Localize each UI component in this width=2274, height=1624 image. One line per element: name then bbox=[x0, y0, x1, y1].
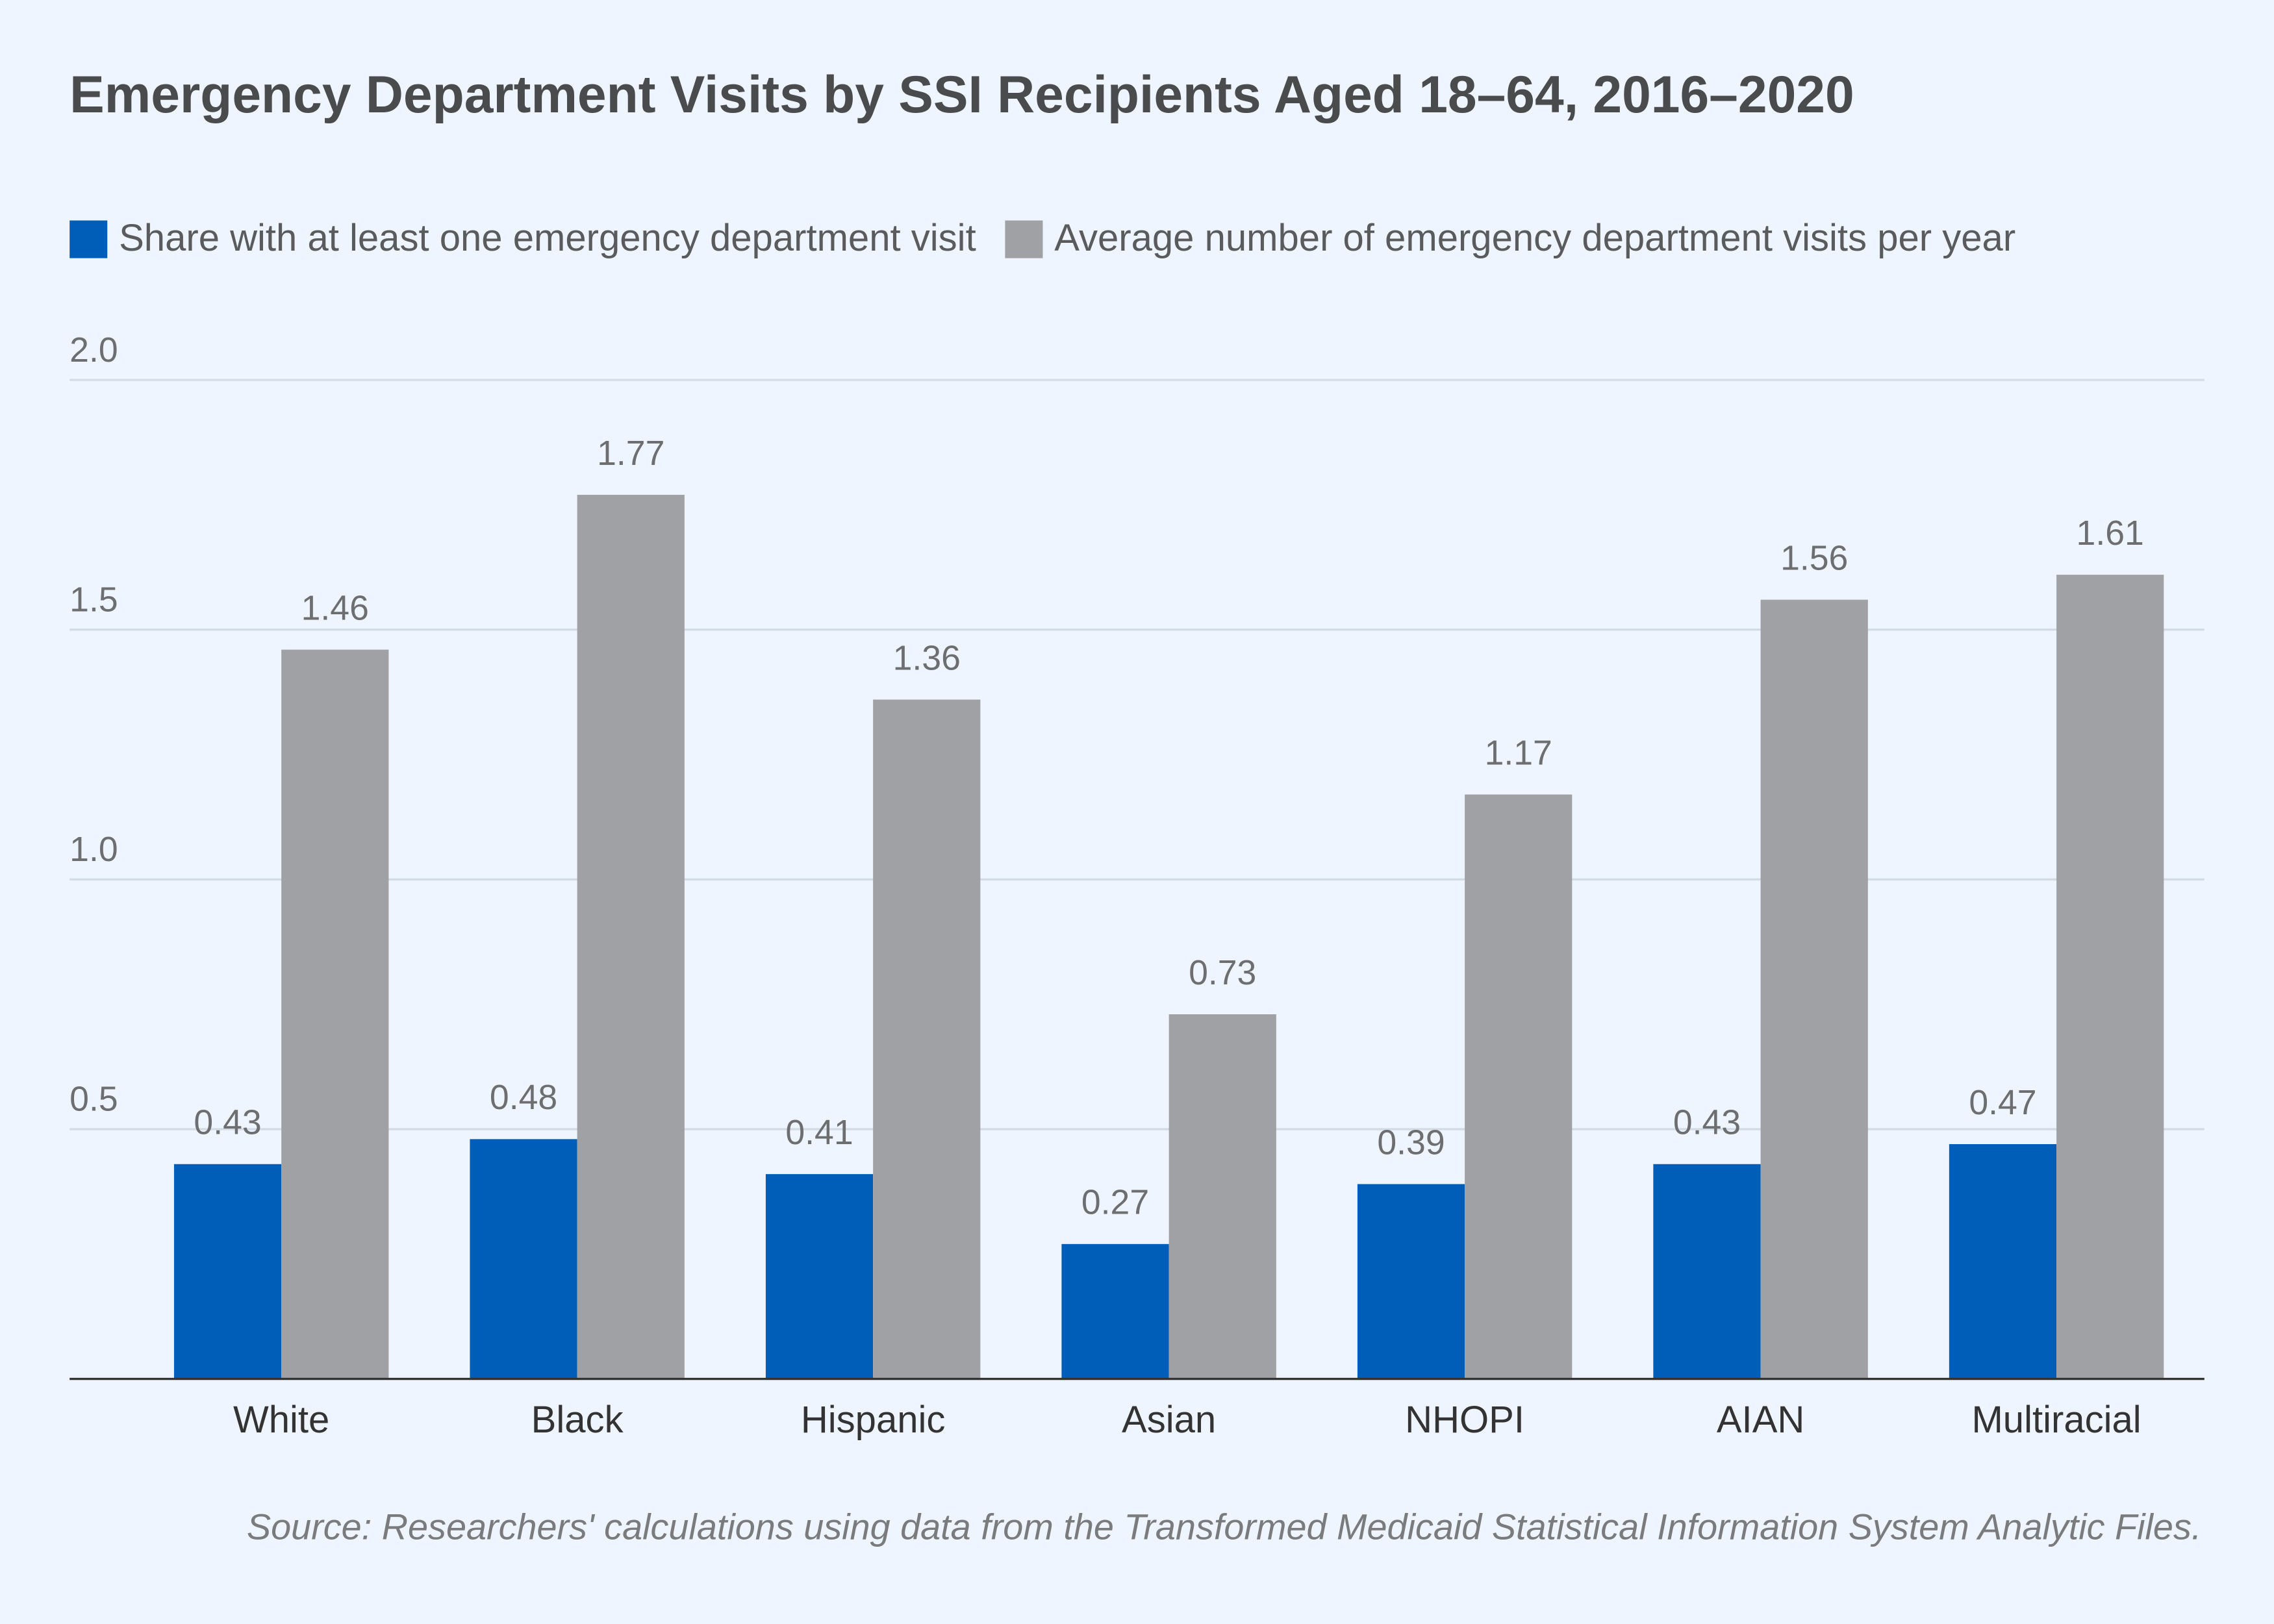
bar bbox=[173, 1164, 282, 1379]
value-label: 1.56 bbox=[1780, 538, 1848, 577]
value-label: 0.41 bbox=[785, 1113, 853, 1152]
bar bbox=[1465, 794, 1573, 1379]
bar bbox=[1760, 599, 1868, 1379]
x-tick-label: NHOPI bbox=[1405, 1399, 1524, 1441]
legend-swatch bbox=[69, 220, 108, 258]
x-tick-label: Multiracial bbox=[1971, 1399, 2141, 1441]
bar bbox=[1949, 1143, 2057, 1379]
bar bbox=[577, 495, 685, 1379]
x-tick-label: AIAN bbox=[1717, 1399, 1804, 1441]
value-label: 1.17 bbox=[1485, 733, 1552, 772]
x-tick-label: White bbox=[233, 1399, 329, 1441]
y-tick-label: 1.5 bbox=[69, 580, 118, 619]
value-label: 1.46 bbox=[301, 588, 369, 627]
x-tick-label: Asian bbox=[1122, 1399, 1216, 1441]
y-tick-label: 0.5 bbox=[69, 1080, 118, 1119]
value-label: 1.36 bbox=[893, 638, 961, 677]
bar bbox=[873, 699, 981, 1379]
value-label: 0.43 bbox=[194, 1103, 261, 1142]
value-label: 0.27 bbox=[1081, 1183, 1149, 1222]
x-tick-label: Hispanic bbox=[801, 1399, 946, 1441]
bar bbox=[1061, 1243, 1169, 1379]
bar bbox=[1653, 1164, 1761, 1379]
value-label: 1.77 bbox=[597, 434, 664, 473]
legend-label: Average number of emergency department v… bbox=[1054, 217, 2015, 259]
bar bbox=[765, 1174, 874, 1379]
value-label: 0.47 bbox=[1969, 1083, 2036, 1122]
value-label: 0.43 bbox=[1673, 1103, 1741, 1142]
legend-label: Share with at least one emergency depart… bbox=[119, 217, 976, 259]
y-tick-label: 2.0 bbox=[69, 331, 118, 369]
bar bbox=[1169, 1014, 1276, 1379]
value-label: 1.61 bbox=[2077, 514, 2144, 553]
bar bbox=[470, 1139, 577, 1379]
x-tick-label: Black bbox=[531, 1399, 624, 1441]
value-label: 0.73 bbox=[1189, 953, 1256, 992]
bar bbox=[1357, 1184, 1465, 1379]
bar bbox=[2056, 575, 2164, 1379]
legend-swatch bbox=[1005, 220, 1043, 258]
bar bbox=[281, 649, 389, 1379]
chart-title: Emergency Department Visits by SSI Recip… bbox=[69, 66, 1854, 124]
y-tick-label: 1.0 bbox=[69, 830, 118, 869]
value-label: 0.39 bbox=[1377, 1123, 1445, 1162]
value-label: 0.48 bbox=[490, 1078, 557, 1117]
source-note: Source: Researchers' calculations using … bbox=[247, 1506, 2201, 1547]
